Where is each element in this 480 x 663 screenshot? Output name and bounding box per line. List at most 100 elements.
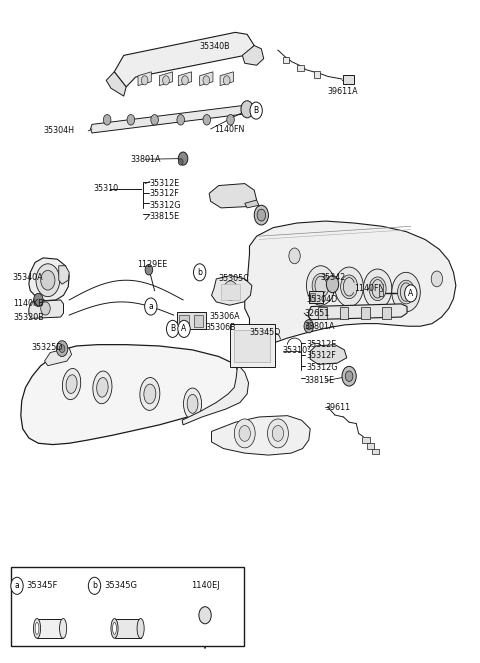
- Text: 35304H: 35304H: [43, 127, 74, 135]
- Circle shape: [405, 285, 417, 302]
- Bar: [314, 71, 320, 78]
- Polygon shape: [29, 258, 69, 300]
- Ellipse shape: [144, 384, 156, 404]
- Circle shape: [141, 76, 148, 85]
- Circle shape: [88, 577, 101, 594]
- Circle shape: [326, 276, 339, 292]
- Circle shape: [34, 293, 43, 306]
- Circle shape: [203, 76, 210, 85]
- Text: 35345F: 35345F: [26, 581, 58, 590]
- Bar: [379, 291, 383, 296]
- Text: 35310: 35310: [283, 346, 308, 355]
- Circle shape: [254, 206, 268, 225]
- Bar: [318, 307, 327, 319]
- Circle shape: [177, 115, 184, 125]
- Ellipse shape: [140, 377, 160, 410]
- Circle shape: [178, 320, 190, 337]
- Circle shape: [345, 371, 353, 381]
- Text: 35345G: 35345G: [104, 581, 137, 590]
- Text: 1140KB: 1140KB: [13, 300, 44, 308]
- Circle shape: [241, 101, 253, 118]
- Polygon shape: [114, 32, 254, 87]
- Polygon shape: [245, 200, 259, 208]
- Text: a: a: [14, 581, 19, 590]
- Polygon shape: [242, 221, 456, 361]
- Bar: [12, 567, 244, 646]
- Circle shape: [56, 341, 68, 357]
- Circle shape: [223, 281, 238, 300]
- Circle shape: [144, 298, 157, 315]
- Bar: [362, 438, 370, 444]
- Circle shape: [41, 302, 50, 315]
- Circle shape: [227, 115, 234, 125]
- Circle shape: [199, 607, 211, 624]
- Circle shape: [342, 367, 356, 386]
- Bar: [221, 284, 240, 300]
- Circle shape: [267, 419, 288, 448]
- Text: b: b: [197, 268, 202, 277]
- Bar: [343, 75, 354, 84]
- Polygon shape: [220, 72, 233, 86]
- Circle shape: [312, 274, 329, 297]
- Ellipse shape: [187, 394, 198, 413]
- Circle shape: [234, 419, 255, 448]
- Polygon shape: [179, 72, 192, 86]
- Circle shape: [397, 280, 415, 304]
- Text: 35305C: 35305C: [219, 274, 250, 283]
- Ellipse shape: [111, 619, 118, 638]
- Text: 33801A: 33801A: [131, 154, 161, 164]
- Circle shape: [363, 269, 392, 308]
- Circle shape: [36, 264, 60, 296]
- Text: 35306B: 35306B: [206, 323, 237, 332]
- Text: 39611: 39611: [325, 402, 350, 412]
- Circle shape: [369, 277, 386, 300]
- Bar: [309, 292, 323, 303]
- Circle shape: [341, 275, 358, 298]
- Circle shape: [145, 265, 153, 275]
- Ellipse shape: [137, 619, 144, 638]
- Text: 35304D: 35304D: [306, 296, 337, 304]
- Circle shape: [257, 210, 265, 221]
- Bar: [298, 64, 303, 71]
- Text: B: B: [170, 324, 175, 333]
- Text: 39611A: 39611A: [328, 87, 359, 96]
- Ellipse shape: [62, 369, 81, 400]
- Circle shape: [151, 115, 158, 125]
- Text: 35312G: 35312G: [306, 363, 338, 372]
- Bar: [229, 324, 275, 367]
- Polygon shape: [21, 345, 239, 445]
- Bar: [283, 57, 289, 63]
- Polygon shape: [59, 266, 69, 284]
- Text: 35312F: 35312F: [150, 189, 180, 198]
- Circle shape: [163, 76, 169, 85]
- Text: 35320B: 35320B: [13, 312, 44, 322]
- Text: B: B: [253, 106, 259, 115]
- Text: A: A: [408, 289, 413, 298]
- Ellipse shape: [93, 371, 112, 404]
- Text: 35306A: 35306A: [209, 312, 240, 321]
- Circle shape: [223, 76, 230, 85]
- Circle shape: [203, 115, 211, 125]
- Text: 35312F: 35312F: [306, 351, 336, 360]
- Polygon shape: [29, 300, 63, 318]
- Ellipse shape: [96, 377, 108, 397]
- Text: a: a: [148, 302, 153, 311]
- Ellipse shape: [35, 623, 39, 634]
- Bar: [179, 315, 189, 327]
- Bar: [361, 307, 370, 319]
- Circle shape: [127, 115, 135, 125]
- Circle shape: [306, 266, 335, 305]
- Circle shape: [179, 152, 188, 165]
- Polygon shape: [159, 72, 173, 86]
- Circle shape: [193, 264, 206, 281]
- Text: 35345D: 35345D: [250, 328, 281, 337]
- Bar: [193, 315, 203, 327]
- Polygon shape: [91, 105, 252, 133]
- Circle shape: [304, 320, 313, 333]
- Ellipse shape: [60, 619, 67, 638]
- Text: 35312E: 35312E: [150, 179, 180, 188]
- Circle shape: [167, 320, 179, 337]
- Bar: [310, 293, 315, 301]
- Circle shape: [179, 158, 183, 165]
- Polygon shape: [45, 348, 72, 366]
